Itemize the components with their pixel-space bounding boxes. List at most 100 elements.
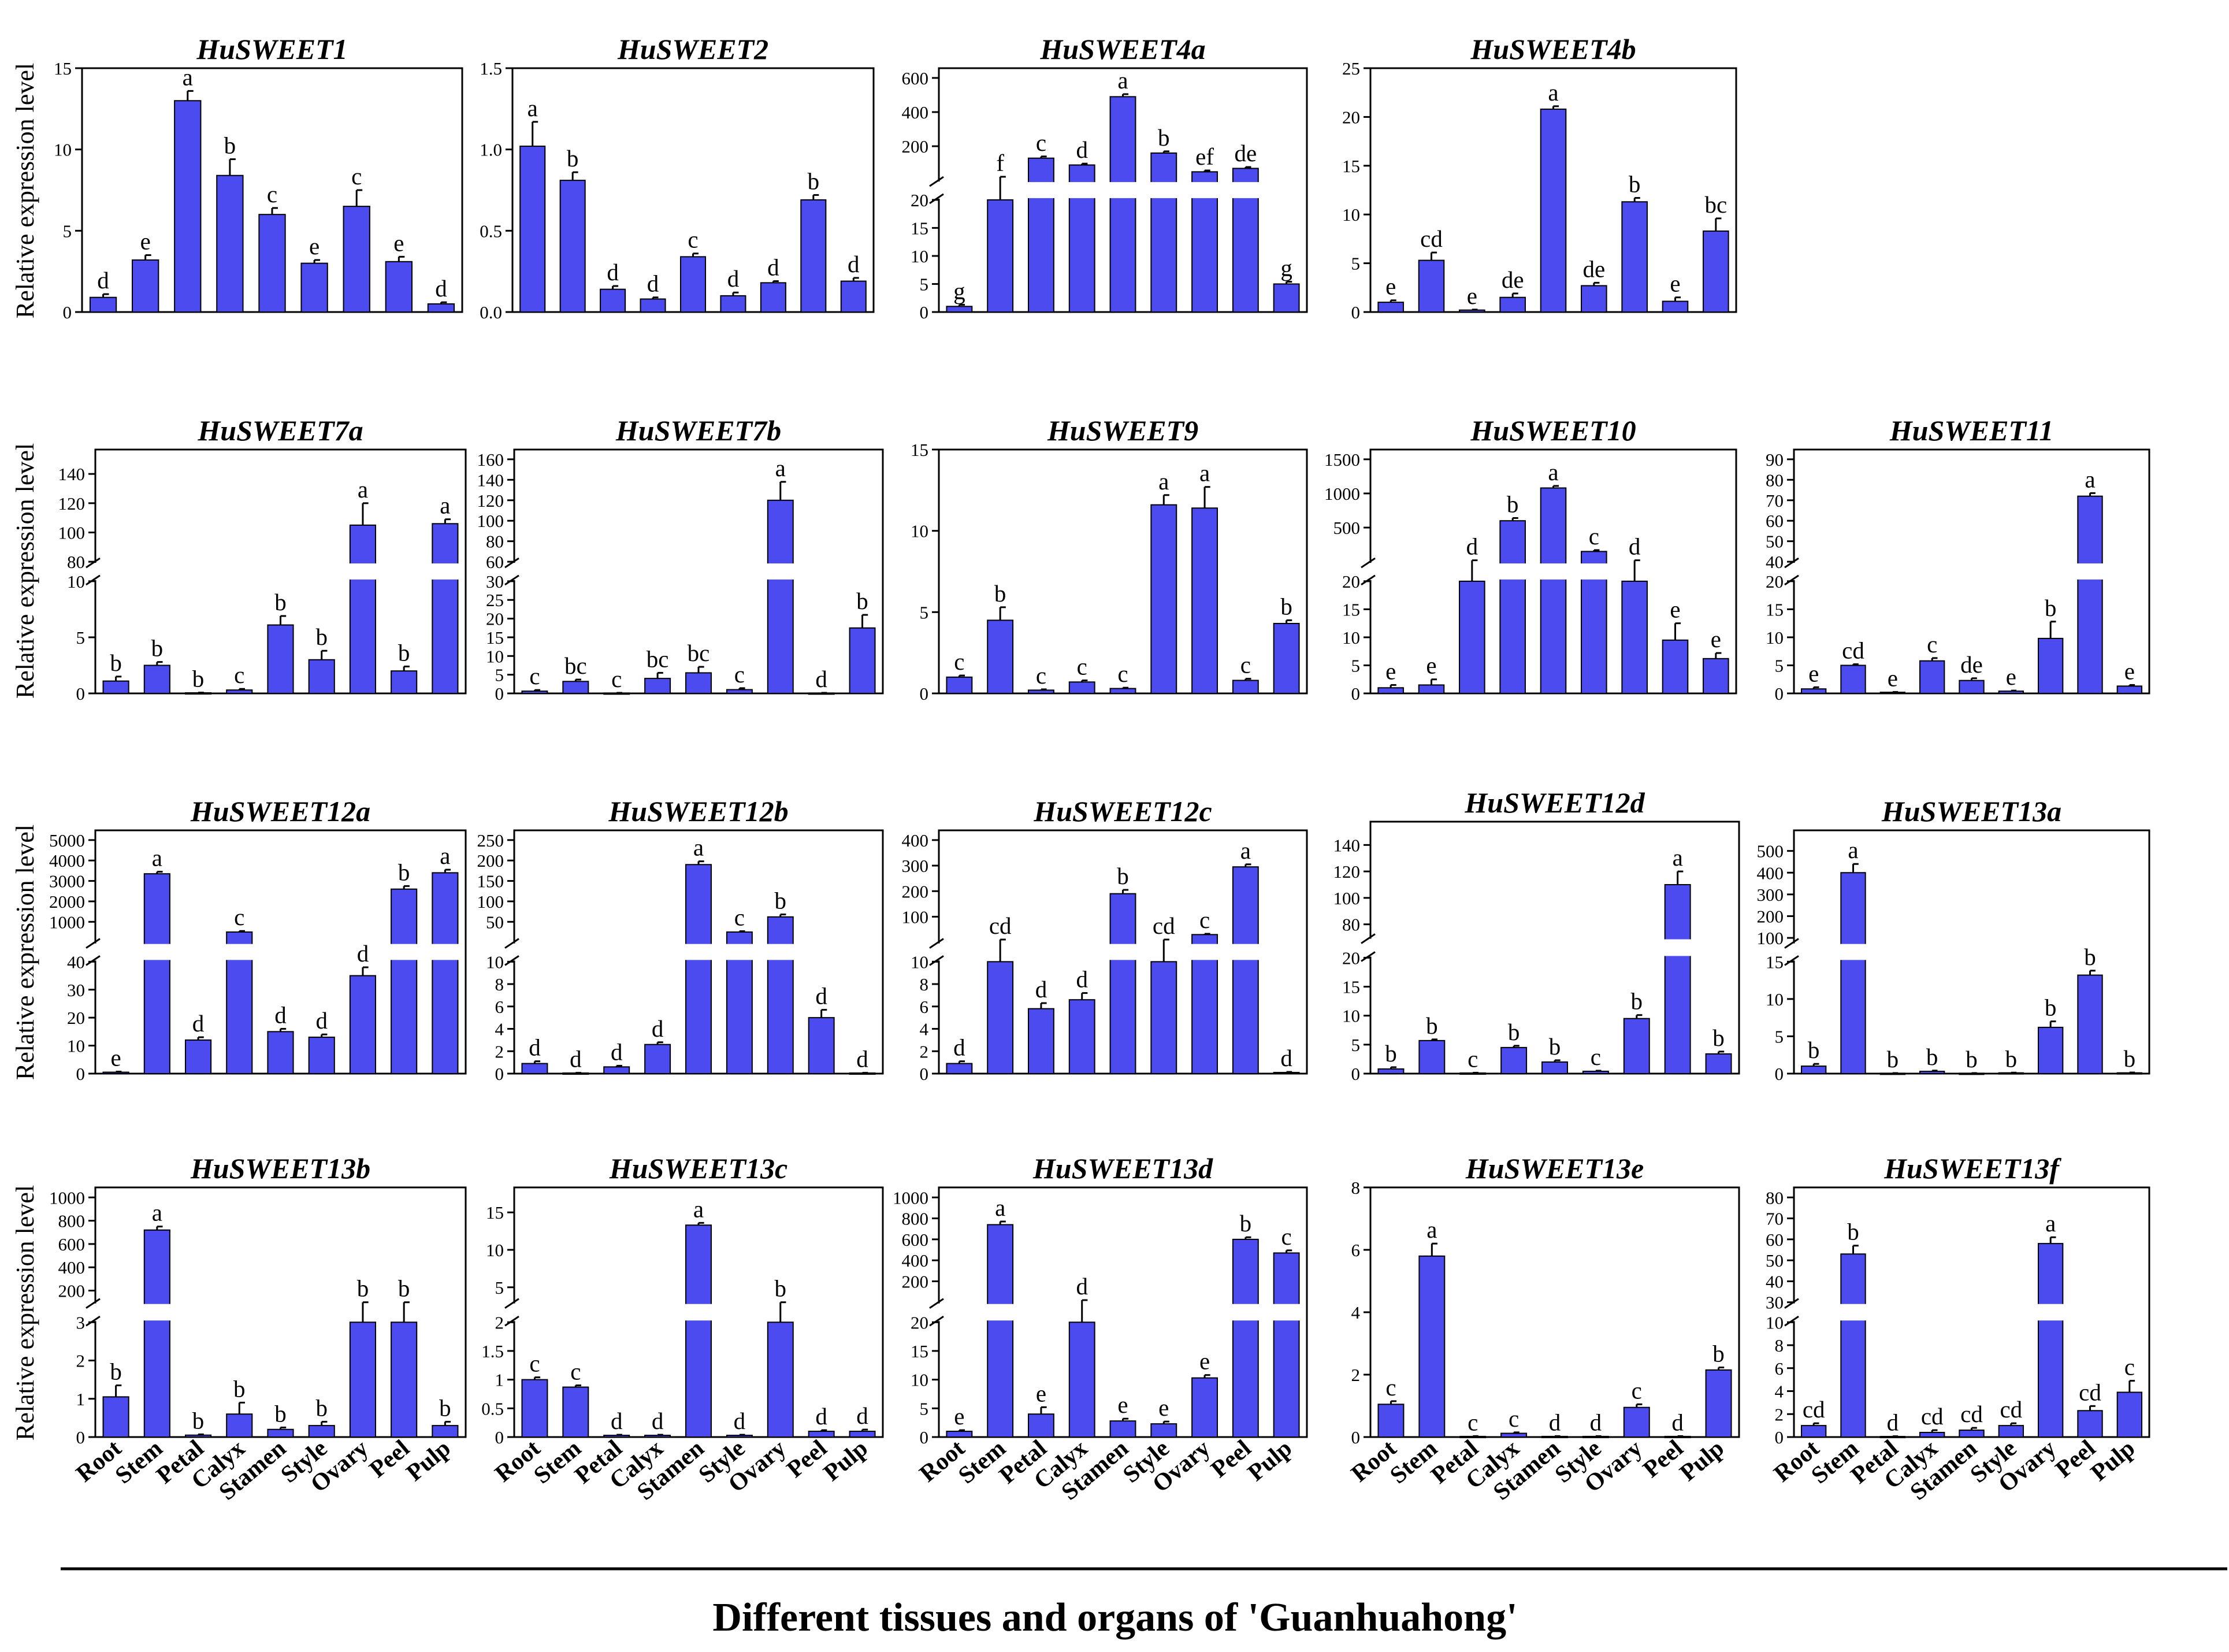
bar-stamen [679, 256, 707, 313]
y-tick-label: 40 [1766, 1271, 1784, 1291]
y-axis-label: Relative expression level [11, 1185, 39, 1441]
y-tick-label: 6 [920, 997, 929, 1017]
y-tick-label: 10 [67, 571, 85, 592]
y-tick-label: 20 [1342, 948, 1360, 968]
axis-break-mark [504, 1298, 519, 1309]
y-tick-label: 4 [1775, 1382, 1784, 1402]
bar-stamen [685, 1224, 712, 1438]
x-tick-label-peel: Peel [782, 1435, 832, 1483]
significance-letter: b [274, 1400, 287, 1427]
significance-letter: c [234, 904, 244, 930]
axis-break-gap [931, 1303, 941, 1321]
significance-letter: c [688, 227, 698, 253]
bar-pulp [427, 303, 455, 313]
y-tick-label: 10 [911, 246, 928, 266]
axis-break-mark [1784, 955, 1799, 966]
bar-peel [808, 1017, 835, 1075]
significance-letter: b [1385, 1040, 1397, 1067]
axis-break-mark [86, 1298, 101, 1309]
axis-break-mark [1361, 933, 1376, 944]
y-tick-label: 100 [1757, 928, 1784, 948]
significance-letter: c [1632, 1377, 1642, 1404]
significance-letter: b [192, 666, 205, 692]
significance-letter: b [567, 145, 579, 172]
y-tick-label: 4 [495, 1019, 504, 1040]
bar-calyx [216, 175, 244, 313]
y-tick-label: 80 [1766, 1187, 1784, 1208]
bar-style [1998, 1425, 2024, 1438]
bar-pulp [2116, 1391, 2143, 1438]
axis-break-gap [506, 563, 517, 580]
y-tick-label: 50 [1766, 532, 1784, 552]
y-tick-label: 80 [67, 552, 85, 572]
y-tick-label: 10 [486, 646, 504, 666]
significance-letter: a [527, 95, 538, 121]
significance-letter: d [953, 1034, 965, 1061]
bar-break-gap [1231, 1304, 1260, 1321]
y-tick-label: 800 [58, 1211, 86, 1231]
bar-ovary [1623, 1018, 1650, 1075]
y-tick-label: 1 [495, 1370, 504, 1390]
significance-letter: d [192, 1010, 205, 1037]
significance-letter: e [111, 1045, 121, 1071]
y-tick-label: 120 [58, 493, 86, 514]
bar-root [1377, 302, 1404, 313]
bar-stamen [1541, 1061, 1568, 1074]
y-tick-label: 800 [902, 1209, 929, 1229]
bar-break-gap [1580, 563, 1608, 580]
bar-stem [1840, 1253, 1866, 1438]
significance-letter: d [611, 1038, 623, 1065]
y-tick-label: 2 [495, 1312, 504, 1332]
significance-letter: c [1036, 662, 1046, 689]
significance-letter: c [267, 181, 277, 207]
bar-calyx [640, 298, 666, 313]
y-tick-label: 20 [911, 190, 928, 210]
y-tick-label: 60 [1766, 511, 1784, 531]
bar-root [1377, 1404, 1405, 1438]
bar-style [726, 689, 753, 694]
significance-letter: bc [564, 652, 587, 679]
significance-letter: c [1117, 660, 1128, 687]
y-tick-label: 5 [1775, 655, 1784, 675]
bar-root [521, 691, 548, 694]
axis-break-mark [86, 938, 101, 949]
y-tick-label: 6 [495, 997, 504, 1017]
bar-stem [1418, 1040, 1446, 1075]
bar-ovary [1191, 1377, 1218, 1438]
significance-letter: b [1507, 491, 1519, 517]
y-tick-label: 60 [486, 552, 504, 572]
axis-break-mark [1784, 1316, 1799, 1327]
bar-pulp [1705, 1053, 1732, 1074]
bar-ovary [343, 206, 370, 313]
bar-pulp [2116, 685, 2143, 695]
bar-break-gap [1190, 182, 1219, 198]
significance-letter: cd [2000, 1396, 2022, 1423]
bar-petal [1028, 1413, 1054, 1438]
bar-peel [2077, 1410, 2103, 1438]
y-tick-label: 0 [76, 1064, 86, 1084]
y-tick-label: 30 [1766, 1293, 1784, 1313]
y-tick-label: 100 [477, 511, 504, 531]
significance-letter: b [1926, 1044, 1938, 1070]
y-tick-label: 5 [920, 274, 929, 294]
bar-stem [987, 199, 1014, 313]
y-tick-label: 200 [902, 1271, 929, 1291]
bar-break-gap [430, 944, 460, 960]
bar-petal [1028, 1008, 1054, 1075]
bar-style [300, 262, 328, 313]
bar-stem [559, 180, 586, 313]
significance-letter: cd [1921, 1403, 1944, 1430]
significance-letter: b [398, 639, 410, 666]
significance-letter: d [1035, 976, 1047, 1003]
y-tick-label: 10 [54, 140, 72, 160]
bar-stamen [267, 1428, 294, 1438]
y-tick-label: 140 [477, 470, 504, 490]
y-tick-label: 8 [1351, 1178, 1361, 1198]
significance-letter: d [1076, 1273, 1088, 1300]
panel-title: HuSWEET7b [615, 414, 781, 447]
bar-ovary [2037, 1243, 2064, 1438]
bar-ovary [760, 282, 786, 313]
significance-letter: b [1280, 593, 1292, 619]
